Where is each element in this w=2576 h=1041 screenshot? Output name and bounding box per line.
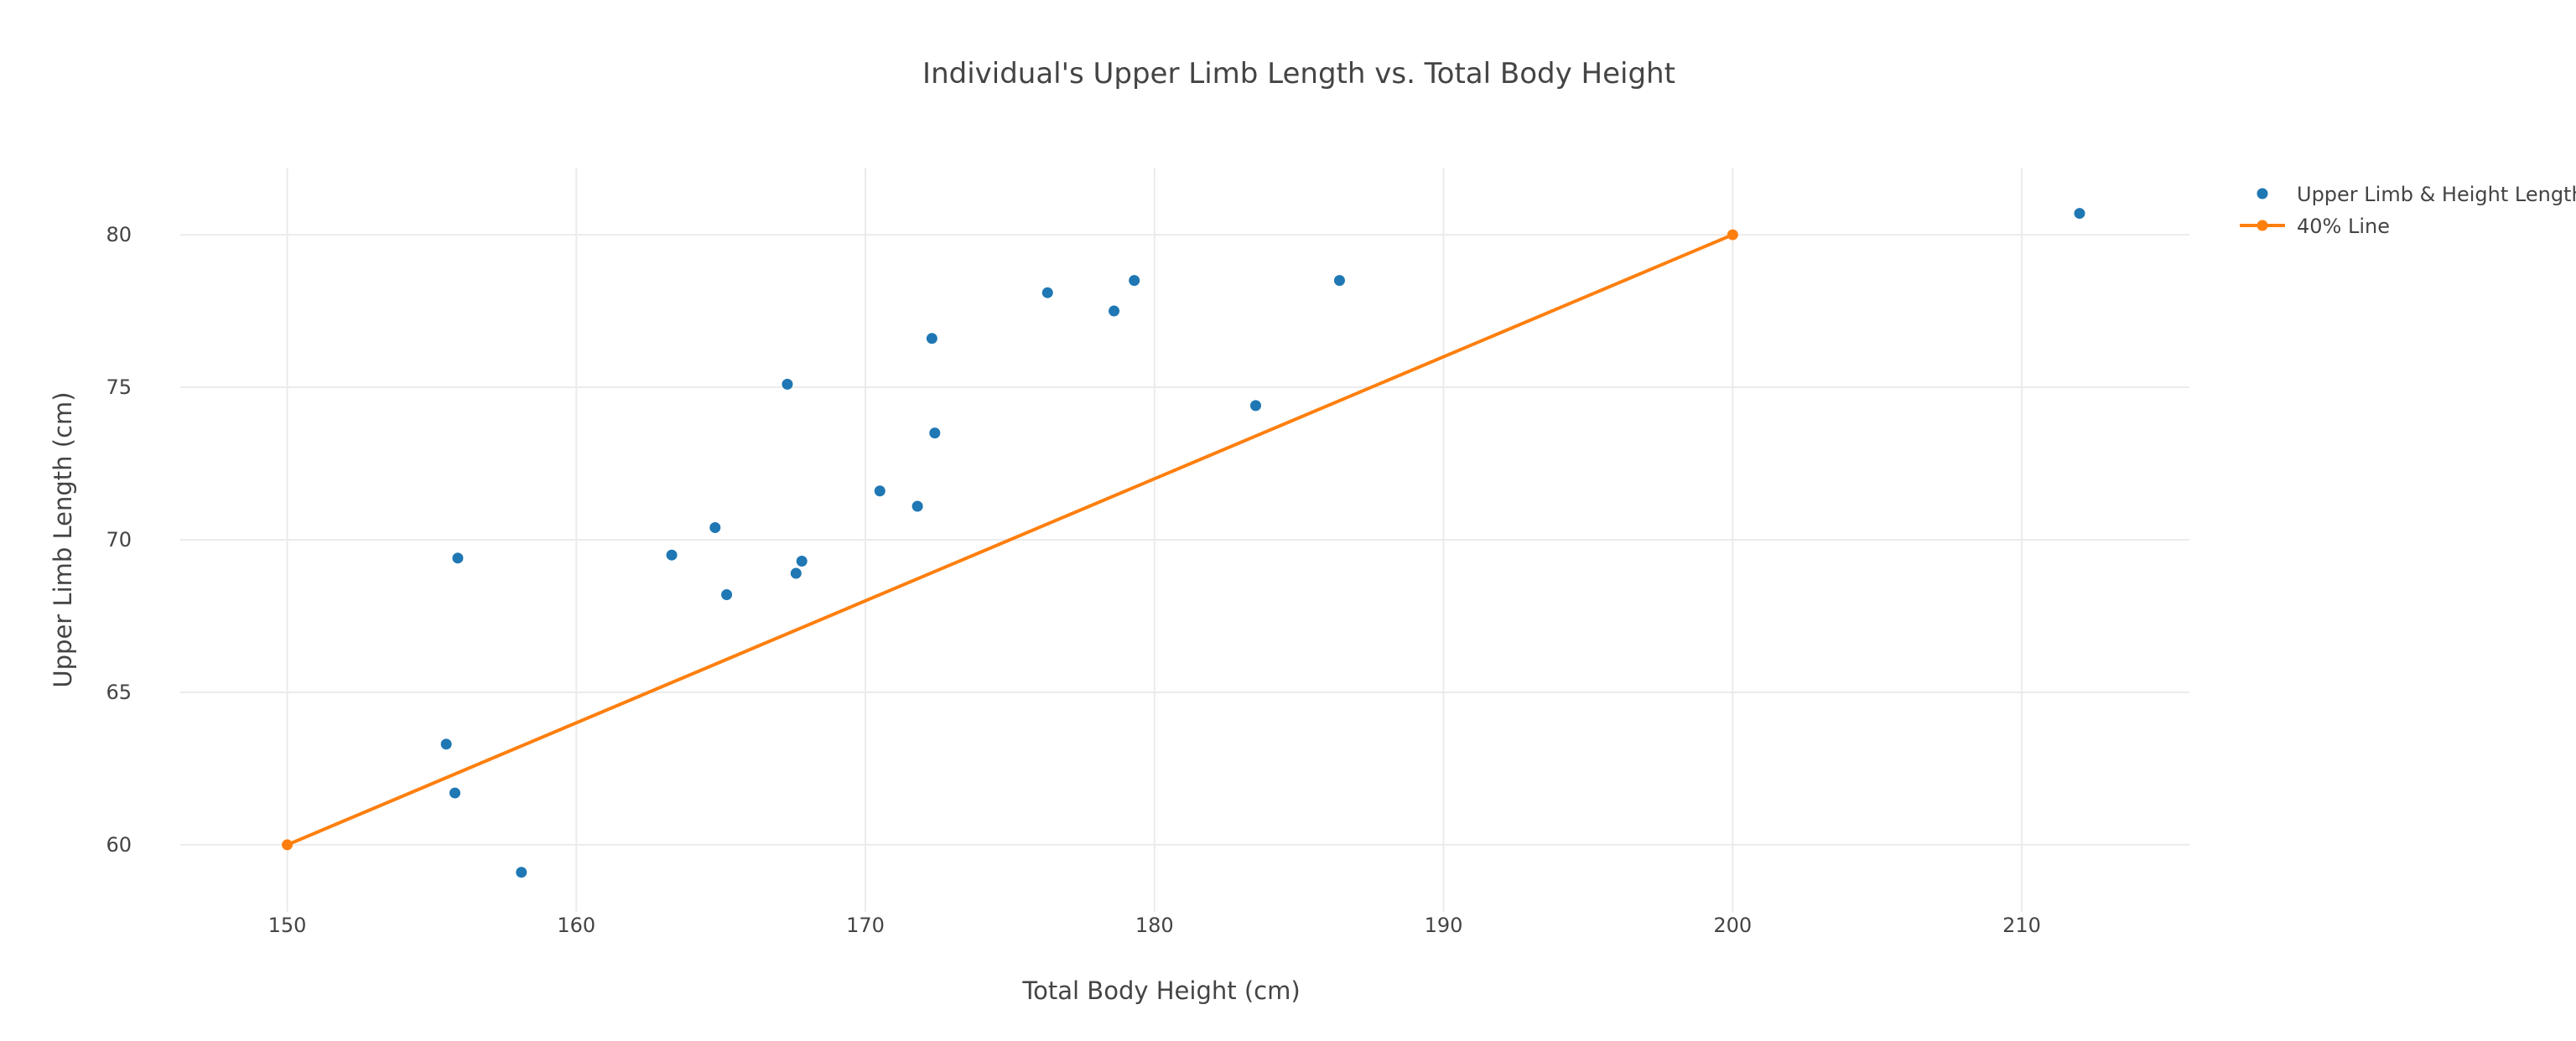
x-tick-label: 160: [557, 914, 595, 937]
data-point[interactable]: [1727, 230, 1738, 241]
legend-item-upper-limb[interactable]: Upper Limb & Height Length: [2257, 183, 2576, 206]
data-point[interactable]: [449, 788, 460, 799]
data-point[interactable]: [1042, 287, 1053, 298]
y-tick-label: 80: [106, 223, 132, 246]
x-axis-title: Total Body Height (cm): [1021, 976, 1300, 1005]
data-point[interactable]: [875, 485, 886, 496]
x-tick-label: 190: [1425, 914, 1463, 937]
y-tick-label: 65: [106, 681, 132, 704]
x-tick-label: 150: [268, 914, 307, 937]
data-point[interactable]: [912, 500, 923, 511]
data-point[interactable]: [452, 552, 463, 563]
chart-title: Individual's Upper Limb Length vs. Total…: [922, 57, 1675, 91]
x-tick-label: 170: [846, 914, 885, 937]
data-point[interactable]: [441, 738, 452, 749]
legend-marker-dot-icon: [2257, 189, 2268, 199]
legend-label-40-percent-line: 40% Line: [2297, 215, 2390, 238]
legend-line-marker-icon: [2257, 220, 2268, 231]
data-point[interactable]: [1250, 400, 1261, 411]
y-tick-label: 60: [106, 833, 132, 857]
data-point[interactable]: [1334, 275, 1345, 286]
data-point[interactable]: [929, 427, 940, 438]
data-point[interactable]: [667, 550, 678, 561]
y-axis-title: Upper Limb Length (cm): [49, 391, 77, 687]
data-point[interactable]: [282, 839, 293, 850]
data-point[interactable]: [1129, 275, 1140, 286]
data-point[interactable]: [797, 556, 808, 567]
data-point[interactable]: [782, 379, 792, 390]
data-point[interactable]: [721, 589, 732, 600]
data-point[interactable]: [791, 568, 802, 579]
data-point[interactable]: [709, 522, 720, 533]
y-tick-label: 70: [106, 528, 132, 552]
x-tick-label: 210: [2002, 914, 2041, 937]
data-point[interactable]: [2074, 208, 2085, 219]
data-point[interactable]: [516, 867, 527, 878]
y-tick-label: 75: [106, 375, 132, 399]
x-tick-label: 180: [1135, 914, 1174, 937]
data-point[interactable]: [1109, 306, 1119, 317]
data-point[interactable]: [927, 333, 937, 344]
x-tick-label: 200: [1713, 914, 1752, 937]
legend-label-upper-limb: Upper Limb & Height Length: [2297, 183, 2576, 206]
